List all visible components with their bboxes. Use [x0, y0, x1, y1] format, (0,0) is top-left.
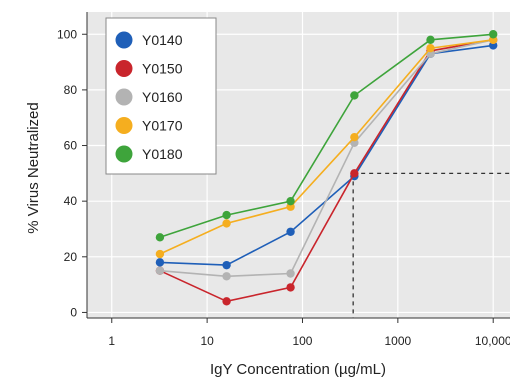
- data-point: [286, 227, 295, 236]
- data-point: [155, 233, 165, 242]
- data-point: [286, 196, 295, 206]
- legend: Y0140 Y0150 Y0160 Y0170 Y0180: [105, 17, 217, 175]
- y-tick-label: 60: [64, 139, 78, 153]
- legend-label: Y0150: [142, 61, 183, 77]
- legend-label: Y0170: [142, 118, 183, 134]
- y-tick-label: 80: [64, 83, 78, 97]
- legend-marker: [115, 117, 133, 134]
- y-tick-label: 20: [64, 250, 78, 264]
- series-line: [159, 33, 494, 239]
- legend-entry: Y0170: [115, 117, 183, 134]
- reference-lines: [352, 172, 510, 318]
- legend-marker: [115, 60, 133, 77]
- x-tick-label: 10: [200, 334, 214, 348]
- legend-entry: Y0140: [115, 31, 183, 49]
- data-point: [489, 30, 498, 39]
- data-point: [286, 283, 295, 292]
- legend-entry: Y0160: [115, 88, 183, 106]
- legend-entry: Y0150: [115, 60, 183, 77]
- x-axis-title: IgY Concentration (µg/mL): [210, 361, 386, 378]
- y-tick-label: 40: [64, 194, 78, 208]
- data-point: [155, 266, 165, 275]
- y-tick-label: 0: [70, 305, 77, 319]
- data-point: [350, 169, 359, 178]
- data-point: [222, 260, 231, 270]
- data-point: [350, 91, 359, 100]
- y-axis-title: % Virus Neutralized: [25, 102, 42, 233]
- data-point: [155, 249, 165, 259]
- series-y0180: [155, 30, 498, 242]
- x-tick-label: 100: [292, 334, 312, 348]
- data-point: [222, 297, 231, 306]
- series-line: [159, 39, 494, 278]
- legend-marker: [115, 88, 133, 106]
- legend-marker: [115, 145, 133, 163]
- x-tick-label: 10,000: [475, 334, 510, 348]
- legend-label: Y0160: [142, 89, 183, 105]
- series-layer: [155, 30, 498, 306]
- legend-label: Y0180: [142, 146, 183, 162]
- data-point: [426, 35, 435, 45]
- series-line: [159, 39, 494, 255]
- data-point: [286, 269, 295, 278]
- y-tick-label: 100: [57, 27, 77, 41]
- legend-entry: Y0180: [115, 145, 183, 163]
- data-point: [222, 272, 231, 281]
- data-point: [222, 210, 231, 220]
- axes: 0 20 40 60 80 100 1 10 100 1000 10,000: [57, 12, 510, 348]
- data-point: [222, 219, 231, 228]
- x-tick-label: 1: [108, 334, 115, 348]
- legend-marker: [115, 31, 133, 49]
- legend-label: Y0140: [142, 32, 183, 48]
- data-point: [350, 132, 359, 142]
- series-line: [159, 39, 494, 303]
- data-point: [426, 43, 435, 53]
- x-tick-label: 1000: [384, 334, 411, 348]
- data-point: [155, 258, 165, 267]
- series-y0170: [155, 35, 498, 259]
- series-line: [159, 44, 494, 266]
